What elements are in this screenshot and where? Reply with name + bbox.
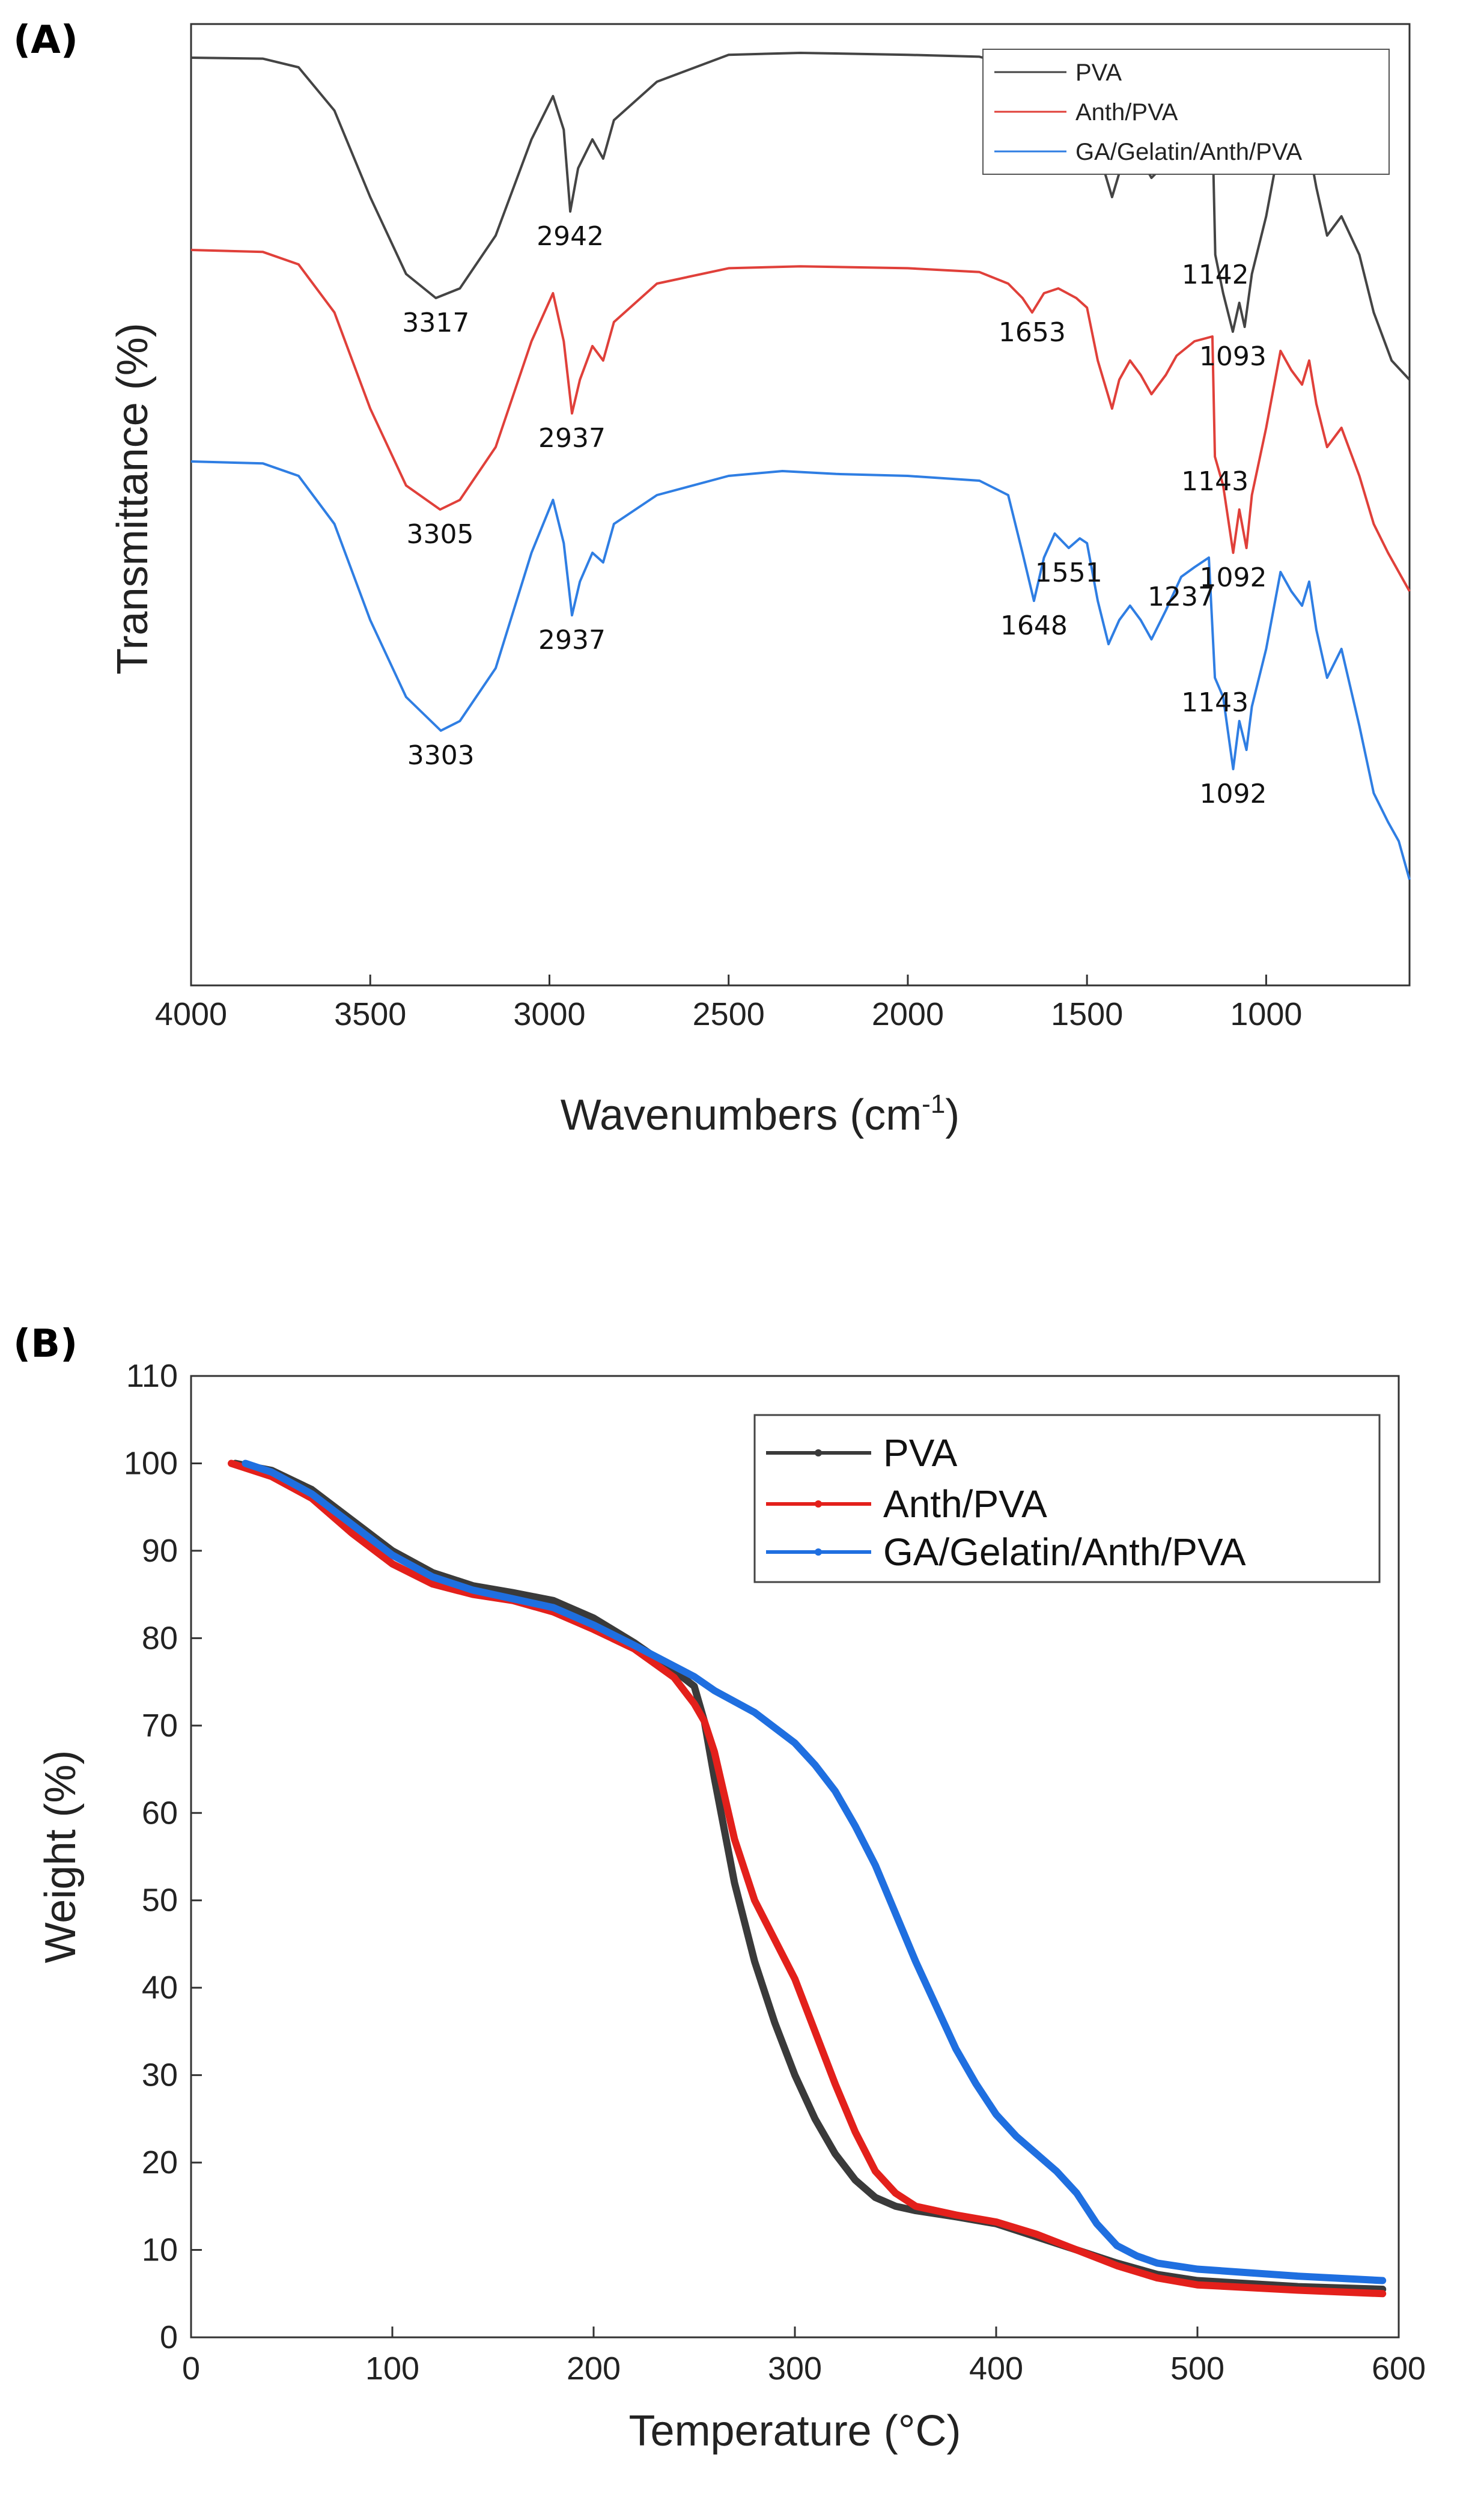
panel-a-peak-label: 2942 [537, 221, 604, 252]
panel-b-x-tick-label: 100 [365, 2351, 419, 2387]
panel-b-y-tick-label: 20 [142, 2144, 178, 2181]
panel-a-series-line-ga-gelatin-anth-pva [190, 460, 1411, 880]
panel-a-peak-label: 1143 [1181, 466, 1249, 497]
panel-b-y-tick-label: 90 [142, 1533, 178, 1569]
panel-b-y-tick-label: 30 [142, 2057, 178, 2093]
panel-b-x-tick-label: 0 [182, 2351, 200, 2387]
panel-a-peak-label: 1551 [1035, 558, 1103, 588]
panel-b-x-tick-label: 400 [969, 2351, 1023, 2387]
panel-a-peak-label: 1092 [1200, 562, 1267, 593]
panel-b-legend-marker-ga-gelatin-anth-pva [815, 1548, 822, 1556]
panel-b-series-line-anth-pva [228, 1459, 1387, 2298]
panel-a-x-tick-label: 3000 [513, 996, 585, 1032]
panel-a-peak-label: 1237 [1148, 582, 1215, 612]
panel-b-y-tick-label: 10 [142, 2232, 178, 2268]
panel-b-y-tick-label: 50 [142, 1882, 178, 1919]
panel-b-y-tick-label: 0 [160, 2319, 178, 2355]
panel-a-peak-label: 1142 [1182, 260, 1249, 290]
panel-a-x-axis-title: Wavenumbers (cm-1) [561, 1089, 960, 1139]
panel-a-peak-label: 3303 [407, 740, 475, 771]
panel-a-plot-frame [190, 23, 1411, 987]
panel-a: (A) 331729421654114210933305293716531143… [13, 18, 1411, 1139]
panel-b-x-axis-title: Temperature (°C) [629, 2407, 961, 2455]
panel-b-legend-marker-anth-pva [815, 1500, 822, 1508]
panel-a-x-tick-label: 2500 [693, 996, 765, 1032]
panel-b-legend-marker-pva [815, 1449, 822, 1456]
panel-b-legend-label-ga-gelatin-anth-pva: GA/Gelatin/Anth/PVA [883, 1530, 1246, 1574]
panel-a-peak-label: 1093 [1199, 341, 1267, 372]
panel-b-series-line-ga-gelatin-anth-pva [242, 1459, 1387, 2284]
panel-b-legend-label-pva: PVA [883, 1431, 958, 1475]
panel-a-legend-label-anth-pva: Anth/PVA [1075, 99, 1178, 126]
panel-b-x-tick-label: 500 [1170, 2351, 1224, 2387]
panel-a-label: (A) [13, 18, 78, 62]
panel-b-y-tick-label: 70 [142, 1708, 178, 1744]
panel-a-series-line-anth-pva [190, 249, 1411, 592]
panel-a-peak-label: 3317 [402, 308, 469, 338]
panel-b-y-tick-label: 40 [142, 1970, 178, 2006]
panel-b-y-tick-label: 80 [142, 1620, 178, 1656]
panel-b-y-tick-label: 100 [124, 1445, 178, 1481]
panel-a-x-tick-label: 1000 [1230, 996, 1302, 1032]
panel-b-series-group [228, 1459, 1387, 2298]
panel-b-x-tick-label: 300 [768, 2351, 822, 2387]
panel-b-y-tick-label: 60 [142, 1795, 178, 1831]
panel-a-peak-label: 1648 [1000, 610, 1068, 641]
panel-a-peak-label: 2937 [538, 625, 606, 656]
panel-b-legend-label-anth-pva: Anth/PVA [883, 1482, 1047, 1526]
panel-a-x-tick-label: 1500 [1051, 996, 1123, 1032]
panel-b-legend: PVA Anth/PVA GA/Gelatin/Anth/PVA [753, 1414, 1381, 1583]
panel-a-legend: PVA Anth/PVA GA/Gelatin/Anth/PVA [982, 49, 1390, 175]
panel-a-legend-label-ga-gelatin-anth-pva: GA/Gelatin/Anth/PVA [1075, 139, 1303, 165]
panel-b-legend-box [753, 1414, 1381, 1583]
panel-a-peak-label: 2937 [538, 423, 606, 454]
panel-b-y-tick-label: 110 [126, 1358, 178, 1394]
panel-a-x-ticks-group: 4000 3500 3000 2500 2000 1500 1000 [155, 975, 1302, 1032]
panel-b-y-axis-title: Weight (%) [37, 1750, 85, 1964]
panel-b-x-tick-label: 200 [567, 2351, 621, 2387]
panel-a-x-tick-label: 2000 [872, 996, 944, 1032]
panel-a-peak-label: 1143 [1181, 687, 1249, 718]
panel-a-legend-label-pva: PVA [1075, 59, 1122, 86]
panel-a-x-tick-label: 3500 [334, 996, 406, 1032]
panel-a-peak-label: 1653 [999, 317, 1066, 348]
panel-b-y-ticks-group: 0 10 20 30 40 50 60 70 80 90 100 110 [124, 1358, 202, 2355]
panel-b: (B) 0 100 200 300 400 500 600 0 10 20 30 40 50 60 70 8… [13, 1322, 1426, 2455]
panel-a-y-axis-title: Transmittance (%) [109, 323, 157, 674]
panel-b-x-tick-label: 600 [1372, 2351, 1426, 2387]
panel-a-x-tick-label: 4000 [155, 996, 227, 1032]
panel-a-peak-label: 1092 [1200, 779, 1267, 809]
panel-b-x-ticks-group: 0 100 200 300 400 500 600 [182, 2327, 1426, 2387]
panel-a-peak-label: 3305 [407, 519, 474, 550]
panel-b-label: (B) [13, 1322, 78, 1366]
